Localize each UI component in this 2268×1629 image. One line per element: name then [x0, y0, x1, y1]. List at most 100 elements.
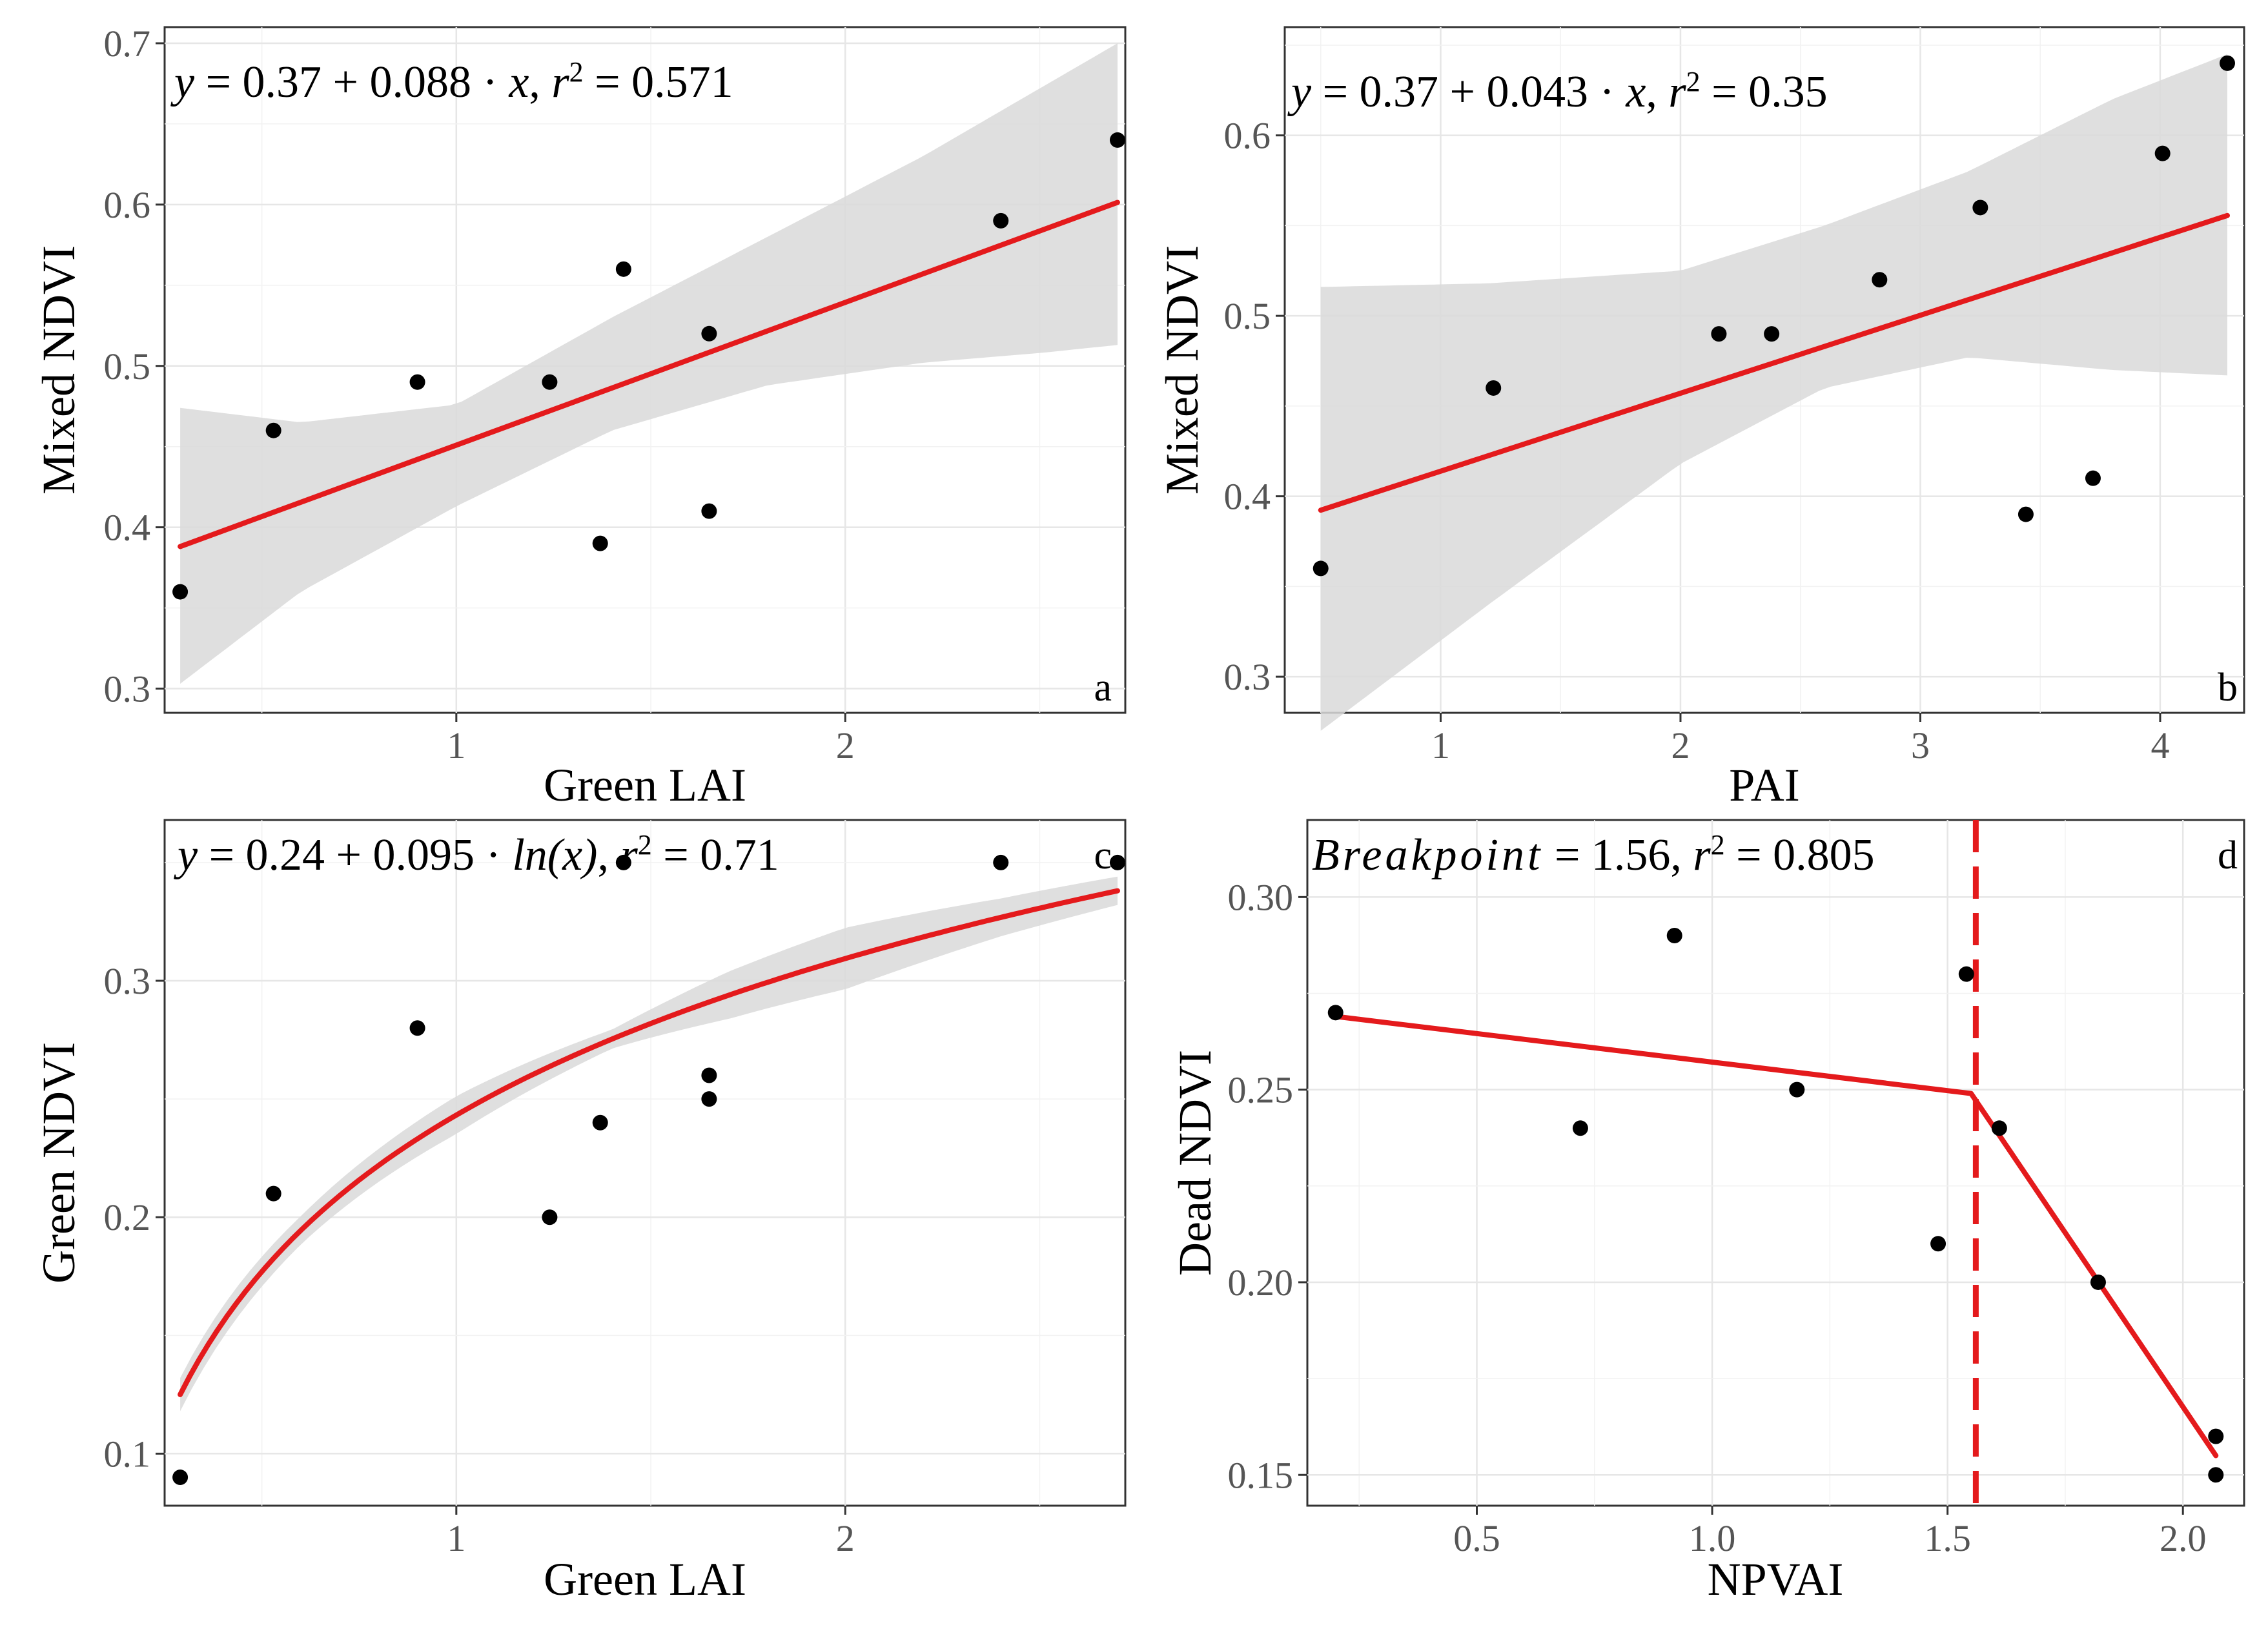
equation-b: y = 0.37 + 0.043 · x, r2 = 0.35 [1287, 66, 1828, 118]
y-ticks-c: 0.1 0.2 0.3 [104, 960, 165, 1475]
y-tick-label-d-1: 0.20 [1228, 1262, 1294, 1304]
regression-curve-c [178, 888, 1120, 1397]
data-point-a-4 [592, 535, 608, 551]
data-point-c-8 [993, 854, 1009, 870]
x-tick-label-a-1: 2 [836, 724, 855, 766]
panel-b: 1 2 3 4 0.3 0.4 0.5 0.6 y = 0.37 + 0.043 · x, … [1156, 26, 2245, 811]
equation-c-fn: ln [512, 830, 547, 880]
equation-d-eq: = 1.56, [1543, 830, 1693, 880]
y-tick-label-d-2: 0.25 [1228, 1069, 1294, 1111]
equation-c-y: y [174, 830, 198, 880]
x-tick-label-b-0: 1 [1431, 724, 1450, 766]
data-point-a-9 [1109, 132, 1125, 148]
x-axis-title-a: Green LAI [544, 759, 746, 811]
equation-c-sep: , [598, 830, 620, 880]
x-ticks-d: 0.5 1.0 1.5 2.0 [1453, 1506, 2206, 1559]
x-tick-label-b-2: 3 [1911, 724, 1930, 766]
data-point-b-6 [2018, 506, 2034, 522]
data-point-a-7 [701, 503, 717, 519]
data-point-a-1 [265, 422, 281, 438]
y-axis-title-c: Green NDVI [33, 1042, 85, 1284]
equation-c-tail: = 0.71 [652, 830, 779, 880]
data-point-c-0 [172, 1470, 189, 1486]
x-axis-title-b: PAI [1729, 759, 1799, 811]
equation-b-eq: = 0.37 + 0.043 · [1311, 67, 1626, 117]
confidence-band-a [180, 43, 1118, 684]
data-point-a-2 [409, 374, 425, 390]
equation-c-eq: = 0.24 + 0.095 · [198, 830, 512, 880]
data-point-a-6 [701, 325, 717, 342]
x-tick-label-c-0: 1 [447, 1517, 465, 1559]
data-point-b-8 [2154, 145, 2171, 161]
equation-a-x: x [508, 57, 529, 107]
equation-d-r: r [1693, 830, 1711, 880]
regression-line-a [178, 200, 1120, 549]
data-point-a-0 [172, 584, 189, 600]
equation-b-sep: , [1646, 67, 1668, 117]
y-tick-label-c-1: 0.2 [104, 1196, 151, 1238]
data-point-b-9 [2219, 55, 2235, 71]
data-point-c-3 [542, 1209, 558, 1225]
points-c [172, 854, 1125, 1486]
equation-a: y = 0.37 + 0.088 · x, r2 = 0.571 [170, 56, 733, 108]
x-tick-label-b-1: 2 [1671, 724, 1690, 766]
equation-c-r: r [620, 830, 639, 880]
data-point-a-5 [615, 261, 631, 277]
points-d [1327, 927, 2224, 1483]
y-ticks-d: 0.15 0.20 0.25 0.30 [1228, 876, 1307, 1496]
data-point-d-9 [2208, 1467, 2224, 1483]
y-tick-label-b-0: 0.3 [1224, 656, 1271, 698]
panel-d: 0.5 1.0 1.5 2.0 0.15 0.20 0.25 0.30 Breakpoint… [1169, 819, 2245, 1605]
y-tick-label-a-3: 0.6 [104, 184, 151, 226]
y-tick-label-b-2: 0.5 [1224, 295, 1271, 337]
equation-a-y: y [170, 57, 195, 107]
equation-b-sup: 2 [1686, 66, 1701, 97]
data-point-c-9 [1109, 854, 1125, 870]
data-point-b-3 [1764, 326, 1780, 342]
data-point-a-8 [993, 212, 1009, 229]
data-point-d-0 [1327, 1005, 1343, 1021]
equation-d: Breakpoint = 1.56, r2 = 0.805 [1312, 829, 1875, 881]
x-tick-label-d-2: 1.5 [1924, 1517, 1971, 1559]
x-tick-label-d-0: 0.5 [1453, 1517, 1500, 1559]
panel-letter-d: d [2218, 834, 2238, 877]
data-point-b-0 [1313, 560, 1329, 577]
data-point-d-7 [2090, 1274, 2106, 1290]
equation-c: y = 0.24 + 0.095 · ln(x), r2 = 0.71 [174, 829, 779, 881]
data-point-b-2 [1711, 326, 1727, 342]
y-ticks-a: 0.3 0.4 0.5 0.6 0.7 [104, 23, 165, 710]
y-axis-title-a: Mixed NDVI [33, 245, 85, 495]
data-point-d-5 [1958, 966, 1974, 982]
data-point-d-8 [2208, 1428, 2224, 1444]
y-ticks-b: 0.3 0.4 0.5 0.6 [1224, 115, 1285, 698]
y-tick-label-a-4: 0.7 [104, 23, 151, 65]
x-tick-label-d-3: 2.0 [2160, 1517, 2207, 1559]
equation-a-r: r [551, 57, 569, 107]
data-point-b-7 [2085, 470, 2101, 486]
x-axis-title-d: NPVAI [1708, 1553, 1844, 1605]
y-tick-label-c-0: 0.1 [104, 1433, 151, 1475]
equation-d-sup: 2 [1711, 829, 1725, 861]
equation-b-x: x [1625, 67, 1646, 117]
x-tick-label-d-1: 1.0 [1689, 1517, 1736, 1559]
data-point-b-5 [1972, 200, 1988, 216]
confidence-band-b [1320, 54, 2227, 731]
y-axis-title-d: Dead NDVI [1169, 1050, 1221, 1276]
data-point-d-6 [1991, 1120, 2007, 1136]
y-tick-label-b-3: 0.6 [1224, 115, 1271, 157]
data-point-d-1 [1572, 1120, 1588, 1136]
data-point-c-6 [701, 1067, 717, 1083]
x-tick-label-c-1: 2 [836, 1517, 855, 1559]
y-tick-label-a-2: 0.5 [104, 345, 151, 387]
segmented-fit-d [1333, 1014, 2219, 1459]
y-tick-label-a-1: 0.4 [104, 507, 151, 549]
data-point-c-1 [265, 1185, 281, 1202]
data-point-d-4 [1930, 1236, 1946, 1252]
panel-letter-b: b [2218, 666, 2238, 710]
x-tick-label-a-0: 1 [447, 724, 465, 766]
